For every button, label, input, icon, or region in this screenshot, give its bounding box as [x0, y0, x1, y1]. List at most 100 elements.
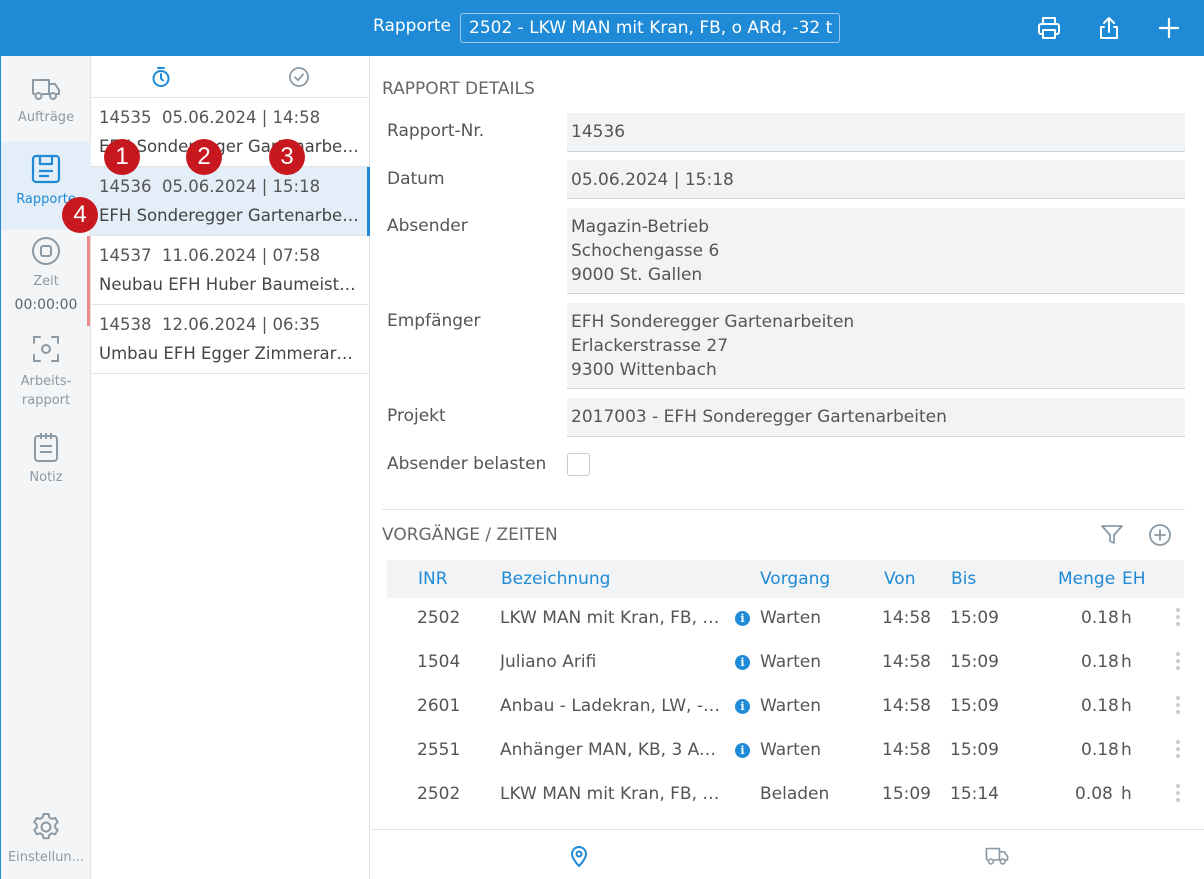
list-tabs [91, 56, 369, 98]
table-row[interactable]: 2551 Anhänger MAN, KB, 3 Achsen i Warten… [387, 730, 1187, 774]
col-bezeichnung[interactable]: Bezeichnung [501, 569, 611, 589]
cell-bis: 15:14 [950, 784, 999, 804]
cell-von: 15:09 [882, 784, 931, 804]
row-menu-icon[interactable] [1176, 740, 1180, 762]
cell-bis: 15:09 [950, 608, 999, 628]
col-eh[interactable]: EH [1122, 569, 1146, 589]
location-pin-icon[interactable] [567, 843, 591, 873]
projekt-label: Projekt [387, 406, 446, 426]
cell-menge: 0.18 [1081, 652, 1119, 672]
cell-menge: 0.18 [1081, 608, 1119, 628]
absender-line: Schochengasse 6 [571, 241, 720, 261]
sidebar-item-einstellungen[interactable]: Einstellun... [1, 810, 91, 874]
list-item[interactable]: 14535 05.06.2024 | 14:58 EFH Sonderegger… [91, 98, 369, 167]
sidebar: Aufträge Rapporte Zeit 00:00:00 Arbeits-… [0, 56, 91, 879]
row-menu-icon[interactable] [1176, 608, 1180, 630]
list-item[interactable]: 14537 11.06.2024 | 07:58 Neubau EFH Hube… [91, 236, 369, 305]
sidebar-item-arbeitsrapport[interactable]: Arbeits- rapport [1, 332, 91, 416]
truck-icon[interactable] [983, 842, 1011, 872]
add-icon[interactable] [1155, 14, 1183, 42]
notepad-icon [34, 433, 58, 462]
cell-inr: 2551 [417, 740, 461, 760]
active-marker [87, 236, 90, 326]
list-item[interactable]: 14538 12.06.2024 | 06:35 Umbau EFH Egger… [91, 305, 369, 374]
list-item-selected[interactable]: 14536 05.06.2024 | 15:18 EFH Sonderegger… [91, 167, 370, 236]
divider [382, 509, 1185, 510]
cell-eh: h [1121, 652, 1132, 672]
info-icon[interactable]: i [735, 655, 750, 670]
sidebar-item-zeit[interactable]: Zeit 00:00:00 [1, 230, 91, 320]
filter-icon[interactable] [1099, 522, 1125, 552]
table-row[interactable]: 2601 Anbau - Ladekran, LW, -35 mt i Wart… [387, 686, 1187, 730]
cell-vorgang: Beladen [760, 784, 830, 804]
rapport-nr: 14535 [99, 108, 152, 127]
rapport-list: 14535 05.06.2024 | 14:58 EFH Sonderegger… [87, 56, 370, 879]
absender-field[interactable]: Magazin-Betrieb Schochengasse 6 9000 St.… [567, 208, 1185, 294]
col-bis[interactable]: Bis [951, 569, 977, 589]
sidebar-item-auftraege[interactable]: Aufträge [1, 72, 91, 142]
bottom-bar [371, 829, 1204, 879]
empfaenger-field[interactable]: EFH Sonderegger Gartenarbeiten Erlackers… [567, 303, 1185, 389]
cell-bis: 15:09 [950, 652, 999, 672]
check-circle-icon[interactable] [288, 66, 310, 92]
cell-menge: 0.18 [1081, 696, 1119, 716]
cell-bezeichnung: LKW MAN mit Kran, FB, o ARd, -32 t [500, 608, 722, 628]
row-menu-icon[interactable] [1176, 652, 1180, 674]
row-menu-icon[interactable] [1176, 784, 1180, 806]
sidebar-item-label: Arbeits- rapport [20, 374, 72, 408]
rapport-nr: 14536 [99, 177, 152, 196]
sidebar-item-label: Aufträge [17, 110, 75, 125]
rapport-nr: 14537 [99, 246, 152, 265]
truck-icon [32, 79, 60, 100]
order-selector[interactable]: 2502 - LKW MAN mit Kran, FB, o ARd, -32 … [460, 13, 840, 43]
share-icon[interactable] [1095, 14, 1123, 42]
cell-menge: 0.08 [1075, 784, 1113, 804]
info-icon[interactable]: i [735, 743, 750, 758]
cell-von: 14:58 [882, 652, 931, 672]
sidebar-item-label: Einstellun... [7, 850, 85, 865]
col-vorgang[interactable]: Vorgang [760, 569, 831, 589]
table-row[interactable]: 2502 LKW MAN mit Kran, FB, o ARd, -32 t … [387, 774, 1187, 818]
annotation-badge: 2 [186, 139, 222, 175]
print-icon[interactable] [1035, 14, 1063, 42]
report-icon [31, 154, 61, 184]
page-title: Rapporte [373, 16, 451, 36]
cell-inr: 2502 [417, 784, 461, 804]
rapport-nr: 14538 [99, 315, 152, 334]
cell-eh: h [1121, 740, 1132, 760]
table-header: INR Bezeichnung Vorgang Von Bis Menge EH [387, 560, 1184, 598]
info-icon[interactable]: i [735, 699, 750, 714]
col-von[interactable]: Von [884, 569, 916, 589]
rapport-date: 12.06.2024 | 06:35 [162, 315, 321, 334]
annotation-badge: 3 [269, 139, 305, 175]
absender-line: Magazin-Betrieb [571, 217, 709, 237]
datum-field[interactable]: 05.06.2024 | 15:18 [567, 160, 1185, 199]
gear-icon [33, 813, 59, 840]
section-title: RAPPORT DETAILS [382, 79, 535, 99]
rapport-nr-field[interactable]: 14536 [567, 113, 1185, 152]
empfaenger-line: 9300 Wittenbach [571, 360, 717, 380]
stopwatch-icon[interactable] [150, 66, 172, 92]
absender-belasten-label: Absender belasten [387, 454, 547, 474]
cell-bezeichnung: Anhänger MAN, KB, 3 Achsen [500, 740, 722, 760]
cell-vorgang: Warten [760, 740, 822, 760]
projekt-field[interactable]: 2017003 - EFH Sonderegger Gartenarbeiten [567, 398, 1185, 437]
col-menge[interactable]: Menge [1058, 569, 1116, 589]
table-row[interactable]: 2502 LKW MAN mit Kran, FB, o ARd, -32 t … [387, 598, 1187, 642]
add-circle-icon[interactable] [1147, 522, 1173, 552]
rapport-nr-label: Rapport-Nr. [387, 121, 485, 141]
cell-von: 14:58 [882, 696, 931, 716]
table-row[interactable]: 1504 Juliano Arifi i Warten 14:58 15:09 … [387, 642, 1187, 686]
section-title: VORGÄNGE / ZEITEN [382, 525, 558, 545]
info-icon[interactable]: i [735, 611, 750, 626]
cell-vorgang: Warten [760, 608, 822, 628]
sidebar-item-label: Rapporte [16, 192, 76, 207]
col-inr[interactable]: INR [418, 569, 448, 589]
absender-belasten-checkbox[interactable] [567, 453, 590, 476]
cell-bis: 15:09 [950, 740, 999, 760]
row-menu-icon[interactable] [1176, 696, 1180, 718]
datum-label: Datum [387, 169, 445, 189]
sidebar-item-label: Notiz [29, 470, 63, 485]
sidebar-item-notiz[interactable]: Notiz [1, 430, 91, 500]
rapport-text: EFH Sonderegger Gartenarbeiten [99, 206, 361, 225]
